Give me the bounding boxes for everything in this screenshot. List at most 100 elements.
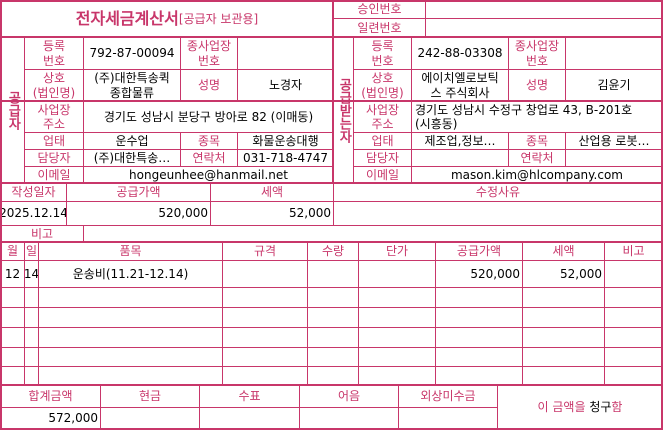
supplier-name: (주)대한특송퀵 종합물류 <box>83 69 181 102</box>
item-cell-tax <box>522 366 605 385</box>
cash-value <box>100 407 200 430</box>
item-cell-day <box>24 327 39 348</box>
approval-value <box>425 0 663 19</box>
items-header-spec: 규격 <box>222 242 308 261</box>
items-header-supply: 공급가액 <box>435 242 523 261</box>
item-cell-spec <box>222 287 308 308</box>
receiver-sub-label: 종사업장 번호 <box>508 37 566 70</box>
receiver-addr-label: 사업장 주소 <box>353 101 412 133</box>
title-text: 전자세금계산서 <box>75 9 179 29</box>
tax-label: 세액 <box>210 183 334 202</box>
supplier-contact-label: 담당자 <box>24 149 84 167</box>
items-header-qty: 수량 <box>307 242 359 261</box>
supplier-name-label: 상호 (법인명) <box>24 69 84 102</box>
reason-label: 수정사유 <box>333 183 663 202</box>
item-cell-note <box>604 260 663 288</box>
item-cell-spec <box>222 307 308 328</box>
supply-value: 520,000 <box>66 201 211 226</box>
item-cell-spec <box>222 260 308 288</box>
item-cell-unit-price <box>358 347 436 367</box>
item-cell-unit-price <box>358 307 436 328</box>
divider-parties <box>0 182 663 184</box>
supplier-sub-no <box>237 37 334 70</box>
item-cell-spec <box>222 366 308 385</box>
item-cell-month <box>0 327 25 348</box>
serial-label: 일련번호 <box>333 18 426 38</box>
receiver-item: 산업용 로봇… <box>565 132 663 150</box>
receiver-item-label: 종목 <box>508 132 566 150</box>
reason-value <box>333 201 663 226</box>
claim-statement: 이 금액을 청구 함 <box>497 385 663 430</box>
item-cell-supply <box>435 327 523 348</box>
item-cell-item <box>38 287 223 308</box>
item-cell-note <box>604 287 663 308</box>
supplier-item: 화물운송대행 <box>237 132 334 150</box>
item-cell-day <box>24 366 39 385</box>
divider-address <box>0 100 663 102</box>
item-cell-month <box>0 287 25 308</box>
item-cell-unit-price <box>358 366 436 385</box>
supplier-sub-label: 종사업장 번호 <box>180 37 238 70</box>
item-cell-qty <box>307 347 359 367</box>
receiver-phone-label: 연락처 <box>508 149 566 167</box>
receiver-ceo-label: 성명 <box>508 69 566 102</box>
promissory-note-label: 어음 <box>299 385 399 408</box>
approval-label: 승인번호 <box>333 0 426 19</box>
item-cell-day <box>24 347 39 367</box>
item-cell-note <box>604 307 663 328</box>
supply-label: 공급가액 <box>66 183 211 202</box>
receiver-name-label: 상호 (법인명) <box>353 69 412 102</box>
item-cell-month <box>0 307 25 328</box>
supplier-type: 운수업 <box>83 132 181 150</box>
items-header-tax: 세액 <box>522 242 605 261</box>
divider-footer <box>0 384 663 386</box>
item-cell-qty <box>307 366 359 385</box>
check-value <box>199 407 300 430</box>
receiver-reg-no: 242-88-03308 <box>411 37 509 70</box>
items-header-unit-price: 단가 <box>358 242 436 261</box>
item-cell-tax <box>522 287 605 308</box>
item-cell-note <box>604 327 663 348</box>
item-cell-month: 12 <box>0 260 25 288</box>
supplier-section-label: 공급자 <box>0 37 25 184</box>
item-cell-supply <box>435 347 523 367</box>
supplier-addr: 경기도 성남시 분당구 방아로 82 (이매동) <box>83 101 334 133</box>
supplier-item-label: 종목 <box>180 132 238 150</box>
supplier-contact: (주)대한특송… <box>83 149 181 167</box>
item-cell-spec <box>222 327 308 348</box>
item-cell-tax: 52,000 <box>522 260 605 288</box>
credit-label: 외상미수금 <box>398 385 498 408</box>
item-cell-item <box>38 366 223 385</box>
item-cell-supply <box>435 307 523 328</box>
item-cell-item <box>38 347 223 367</box>
item-cell-tax <box>522 327 605 348</box>
border-right <box>661 0 663 430</box>
item-cell-unit-price <box>358 287 436 308</box>
receiver-section-label: 공급받는자 <box>333 37 354 184</box>
item-cell-qty <box>307 287 359 308</box>
cash-label: 현금 <box>100 385 200 408</box>
border-bottom <box>0 428 663 430</box>
item-cell-day <box>24 307 39 328</box>
receiver-addr: 경기도 성남시 수정구 창업로 43, B-201호 (시흥동) <box>411 101 663 133</box>
claim-word: 청구 <box>589 400 612 415</box>
items-header-day: 일 <box>24 242 39 261</box>
receiver-contact <box>411 149 509 167</box>
supplier-type-label: 업태 <box>24 132 84 150</box>
receiver-sub-no <box>565 37 663 70</box>
supplier-phone: 031-718-4747 <box>237 149 334 167</box>
receiver-type: 제조업,정보… <box>411 132 509 150</box>
claim-suffix: 함 <box>611 400 623 415</box>
claim-prefix: 이 금액을 <box>537 400 590 415</box>
items-header-note: 비고 <box>604 242 663 261</box>
items-header-month: 월 <box>0 242 25 261</box>
item-cell-note <box>604 366 663 385</box>
subtitle-text: [공급자 보관용] <box>178 11 259 26</box>
tax-value: 52,000 <box>210 201 334 226</box>
total-value: 572,000 <box>0 407 101 430</box>
supplier-ceo-label: 성명 <box>180 69 238 102</box>
item-cell-note <box>604 347 663 367</box>
item-cell-unit-price <box>358 260 436 288</box>
date-label: 작성일자 <box>0 183 67 202</box>
